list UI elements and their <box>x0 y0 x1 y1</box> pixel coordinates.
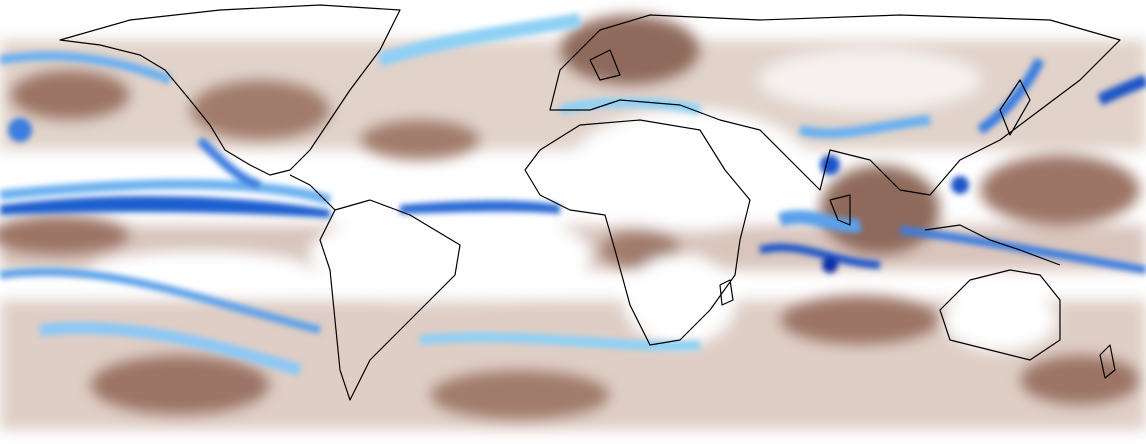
south-america <box>319 199 461 401</box>
wet-band <box>39 322 302 376</box>
wet-band <box>419 332 701 351</box>
india-coast <box>829 194 851 226</box>
madagascar <box>719 279 734 306</box>
coastlines <box>59 4 1121 401</box>
dry-patch <box>820 165 940 255</box>
wet-spot <box>951 176 969 194</box>
wet-band-itcz <box>0 195 330 218</box>
wet-band <box>777 210 862 233</box>
wet-field <box>0 13 1146 376</box>
neutral-area <box>625 255 735 345</box>
neutral-area <box>760 50 980 110</box>
dry-patch <box>560 15 700 85</box>
eurasia <box>549 14 1121 196</box>
british-isles <box>589 49 621 81</box>
japan <box>999 79 1031 136</box>
wet-band <box>377 13 582 67</box>
wet-spot <box>820 155 840 175</box>
wet-band <box>0 51 172 85</box>
africa <box>524 119 751 346</box>
wet-spot <box>8 118 32 142</box>
wet-band <box>196 136 262 190</box>
dry-patch <box>780 295 940 345</box>
wet-band-itcz <box>400 200 560 214</box>
dry-patch <box>430 370 610 420</box>
wet-band <box>1097 74 1146 106</box>
wet-spot <box>822 257 838 273</box>
indonesia <box>924 224 1061 266</box>
wet-band <box>759 243 881 269</box>
neutral-area <box>310 210 590 300</box>
dry-patch <box>360 120 480 160</box>
neutral-area <box>945 290 1055 350</box>
dry-patch <box>10 70 130 120</box>
north-america <box>59 4 401 176</box>
wet-band <box>0 179 332 205</box>
wet-band <box>798 115 931 139</box>
dry-patch <box>980 155 1140 225</box>
neutral-area <box>90 252 310 288</box>
anomaly-field <box>0 15 1146 430</box>
dry-patch <box>190 80 330 140</box>
wet-band <box>977 57 1045 135</box>
dry-patch <box>0 215 130 255</box>
dry-patch <box>90 355 270 415</box>
australia <box>939 269 1061 361</box>
central-america <box>289 174 336 211</box>
new-zealand <box>1099 344 1116 379</box>
wet-band <box>899 226 1146 274</box>
dry-patch <box>1020 355 1140 405</box>
wet-band <box>0 267 321 334</box>
